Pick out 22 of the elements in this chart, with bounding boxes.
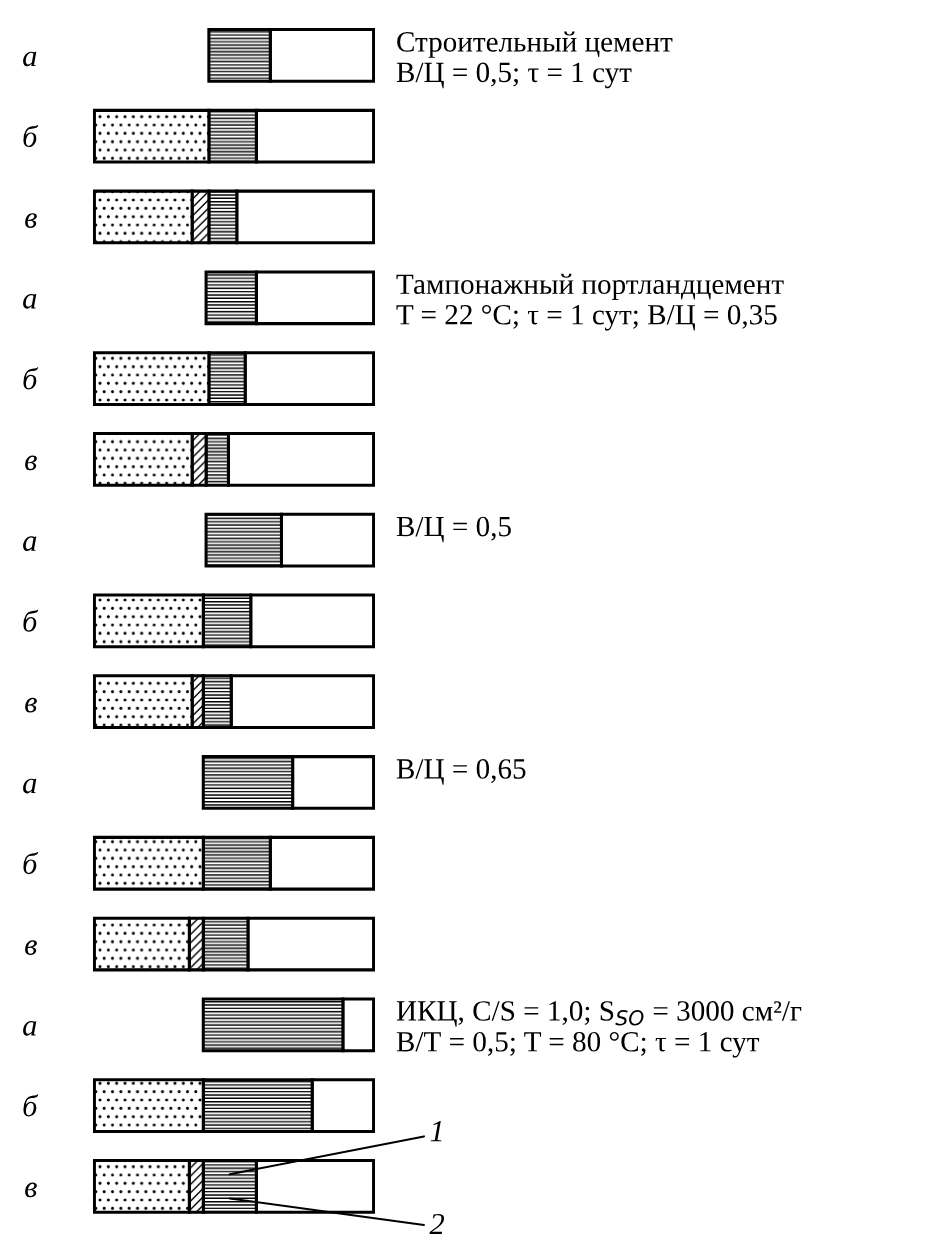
text: 2 [429,1213,445,1235]
text: В/Ц = 0,5 [396,516,511,543]
text: ИКЦ, C/S = 1,0; S$_{SO}$ = 3000 см²/г В/Т = 0,5; T = 80 °C; τ = 1 сут [396,1001,802,1058]
text: В/Ц = 0,65 [396,759,526,785]
text: Строительный цемент В/Ц = 0,5; τ = 1 сут [396,31,673,89]
y-tick-label: б [23,609,39,632]
y-tick-label: б [23,851,39,875]
y-tick-label: в [25,940,37,955]
y-tick-label: б [23,1094,39,1117]
y-tick-label: б [23,367,39,390]
text: Тампонажный портландцемент T = 22 °C; τ = 1 сут; В/Ц = 0,35 [396,273,784,331]
y-tick-label: в [25,455,37,471]
y-tick-label: а [23,1021,37,1036]
y-tick-label: в [25,697,37,713]
y-tick-label: а [23,536,37,552]
y-tick-label: а [23,778,37,794]
y-tick-label: б [23,124,39,148]
y-tick-label: в [25,1182,37,1198]
y-tick-label: а [23,51,37,67]
text: 1 [430,1121,442,1142]
y-tick-label: а [23,293,37,309]
y-tick-label: в [25,213,37,228]
